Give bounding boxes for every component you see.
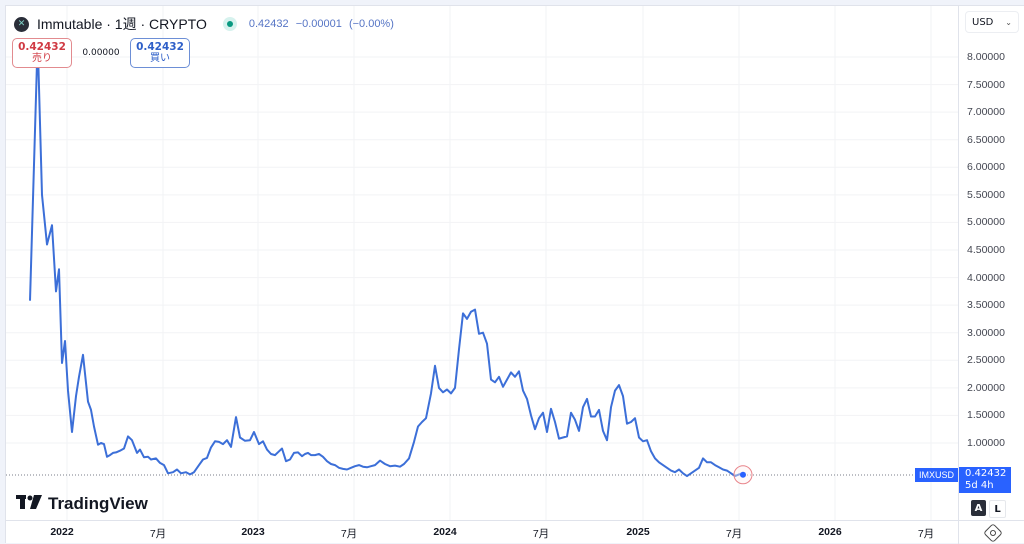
tradingview-text: TradingView — [48, 494, 148, 513]
time-tick-label: 2022 — [50, 526, 74, 538]
price-tick-label: 5.00000 — [967, 216, 1005, 229]
last-price-tag: 0.42432 5d 4h — [959, 466, 1011, 493]
chart-settings-button[interactable] — [958, 520, 1024, 544]
price-tick-label: 1.00000 — [967, 437, 1005, 449]
plot-area[interactable]: ✕ Immutable · 1週 · CRYPTO 0.42432 −0.000… — [6, 6, 958, 520]
settings-icon — [982, 522, 1003, 543]
chevron-down-icon: ⌄ — [1005, 17, 1012, 27]
quote: 0.42432 −0.00001 (−0.00%) — [249, 18, 398, 30]
trade-buttons: 0.42432 売り 0.00000 0.42432 買い — [12, 38, 190, 68]
price-tick-label: 8.00000 — [967, 51, 1005, 63]
time-tick-label: 7月 — [725, 528, 743, 540]
scale-buttons: A L — [971, 500, 1006, 518]
price-tick-label: 7.50000 — [967, 78, 1005, 91]
sell-label: 売り — [32, 53, 52, 64]
time-tick-label: 7月 — [532, 528, 550, 540]
time-tick-label: 2026 — [818, 526, 842, 538]
symbol-header: ✕ Immutable · 1週 · CRYPTO 0.42432 −0.000… — [14, 14, 398, 34]
price-tick-label: 6.00000 — [967, 161, 1005, 174]
time-tick-label: 7月 — [917, 528, 935, 540]
x-icon: ✕ — [14, 16, 29, 32]
price-tick-label: 2.50000 — [967, 354, 1005, 367]
auto-scale-button[interactable]: A — [971, 500, 986, 516]
sell-button[interactable]: 0.42432 売り — [12, 38, 72, 68]
last-price-dot — [740, 471, 746, 478]
price-tick-label: 4.50000 — [967, 244, 1005, 256]
symbol-price-label: IMXUSD — [914, 467, 958, 482]
price-tick-label: 4.00000 — [967, 271, 1005, 284]
time-tick-label: 7月 — [340, 528, 358, 540]
market-status-icon — [222, 17, 237, 31]
price-tick-label: 3.50000 — [967, 299, 1005, 312]
log-scale-button[interactable]: L — [989, 500, 1006, 518]
currency-select[interactable]: USD ⌄ — [965, 11, 1019, 33]
price-tick-label: 2.00000 — [967, 381, 1005, 394]
symbol-title[interactable]: Immutable · 1週 · CRYPTO — [37, 16, 207, 32]
vertical-gridlines — [66, 6, 932, 520]
time-tick-label: 7月 — [149, 528, 167, 540]
chart-frame: ✕ Immutable · 1週 · CRYPTO 0.42432 −0.000… — [5, 5, 1024, 544]
price-change-pct: (−0.00%) — [348, 18, 394, 30]
price-line — [29, 50, 744, 478]
tradingview-logo[interactable]: TradingView — [16, 494, 148, 514]
time-axis[interactable]: 2022 7月 2023 7月 2024 7月 2025 7月 2026 7月 — [6, 520, 958, 544]
buy-label: 買い — [150, 53, 170, 64]
currency-value: USD — [972, 16, 994, 28]
price-axis[interactable]: USD ⌄ 8.00000 7.50000 7.00000 6.50000 6.0000… — [958, 6, 1024, 520]
price-tick-label: 1.50000 — [967, 409, 1005, 422]
price-tick-label: 5.50000 — [967, 188, 1005, 201]
time-tick-label: 2024 — [433, 526, 457, 538]
time-tick-label: 2025 — [626, 526, 650, 538]
bar-countdown: 5d 4h — [965, 479, 994, 491]
price-tick-label: 6.50000 — [967, 133, 1005, 146]
price-tick-label: 3.00000 — [967, 326, 1005, 339]
price-tick-label: 7.00000 — [967, 106, 1005, 119]
spread: 0.00000 — [82, 48, 120, 58]
buy-button[interactable]: 0.42432 買い — [130, 38, 190, 68]
last-price-tag-value: 0.42432 — [965, 467, 1007, 479]
price-chart[interactable] — [6, 6, 958, 520]
last-price: 0.42432 — [248, 18, 289, 30]
price-change: −0.00001 — [295, 18, 342, 30]
horizontal-gridlines — [6, 56, 958, 444]
sell-price: 0.42432 — [18, 41, 66, 53]
time-tick-label: 2023 — [241, 526, 265, 538]
tradingview-mark-icon — [16, 494, 42, 514]
buy-price: 0.42432 — [136, 41, 184, 53]
